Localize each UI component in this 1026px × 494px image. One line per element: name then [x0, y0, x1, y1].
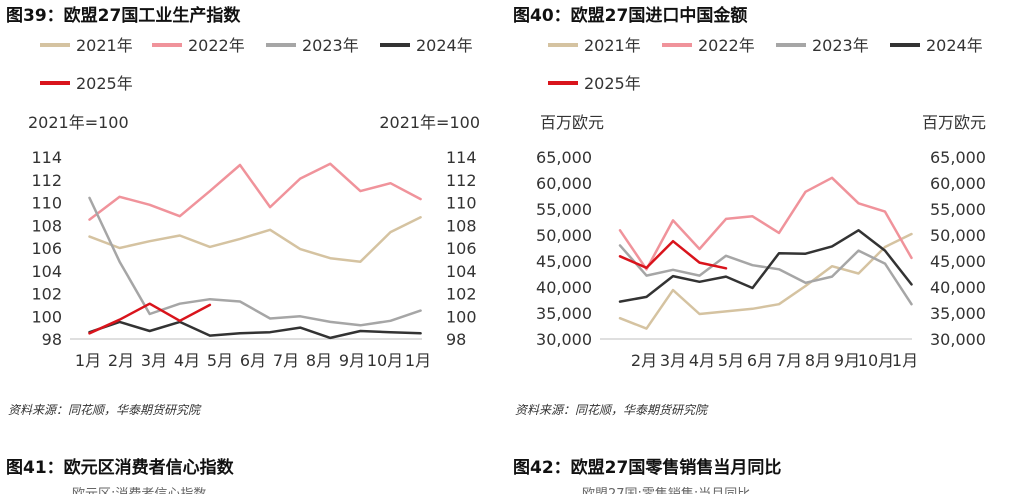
x-tick-label: 1月: [75, 351, 101, 370]
y-tick-left: 106: [31, 239, 62, 258]
chart-3-cut-label: 欧元区:消费者信心指数: [72, 487, 206, 494]
x-tick-label: 3月: [141, 351, 167, 370]
y-tick-right: 114: [446, 148, 477, 167]
x-tick-label: 1月: [405, 351, 431, 370]
y-tick-left: 108: [31, 216, 62, 235]
y-tick-left: 65,000: [536, 148, 592, 167]
y-tick-left: 100: [31, 307, 62, 326]
legend-label-2022年: 2022年: [188, 36, 245, 55]
series-line-2025年: [618, 239, 728, 270]
legend-label-2023年: 2023年: [302, 36, 359, 55]
y-tick-left: 40,000: [536, 278, 592, 297]
y-tick-right: 55,000: [930, 200, 986, 219]
series-line-2025年: [88, 302, 212, 335]
series-line-2023年: [618, 244, 913, 306]
x-tick-label: 9月: [834, 351, 860, 370]
y-tick-left: 55,000: [536, 200, 592, 219]
x-tick-label: 2月: [108, 351, 134, 370]
y-tick-left: 112: [31, 171, 62, 190]
y-tick-left: 102: [31, 285, 62, 304]
x-tick-label: 10月: [858, 351, 894, 370]
x-tick-label: 6月: [747, 351, 773, 370]
x-tick-label: 4月: [174, 351, 200, 370]
x-tick-label: 4月: [689, 351, 715, 370]
y-tick-right: 110: [446, 194, 477, 213]
y-tick-right: 40,000: [930, 278, 986, 297]
y-tick-right: 45,000: [930, 252, 986, 271]
y-tick-right: 65,000: [930, 148, 986, 167]
y-tick-right: 98: [446, 330, 466, 349]
series-line-2024年: [618, 229, 913, 303]
chart-1-source: 资料来源：同花顺，华泰期货研究院: [8, 403, 201, 417]
y-tick-left: 110: [31, 194, 62, 213]
legend-label-2021年: 2021年: [584, 36, 641, 55]
y-axis-right-unit: 百万欧元: [922, 113, 986, 132]
series-line-2024年: [88, 320, 422, 340]
y-tick-left: 60,000: [536, 174, 592, 193]
y-tick-left: 35,000: [536, 304, 592, 323]
x-tick-label: 2月: [631, 351, 657, 370]
y-tick-right: 108: [446, 216, 477, 235]
x-tick-label: 7月: [273, 351, 299, 370]
chart-1-industrial-production: 2021年 2022年 2023年 2024年 2025年 2021年=100 2021年=…: [28, 36, 480, 370]
chart-3-title: 图41：欧元区消费者信心指数: [6, 458, 234, 478]
x-tick-label: 7月: [776, 351, 802, 370]
chart-2-source: 资料来源：同花顺，华泰期货研究院: [515, 403, 708, 417]
y-tick-right: 60,000: [930, 174, 986, 193]
y-tick-right: 30,000: [930, 330, 986, 349]
y-tick-right: 100: [446, 307, 477, 326]
legend-label-2024年: 2024年: [416, 36, 473, 55]
y-tick-right: 106: [446, 239, 477, 258]
x-tick-label: 10月: [367, 351, 403, 370]
legend-label-2025年: 2025年: [584, 74, 641, 93]
y-tick-left: 30,000: [536, 330, 592, 349]
y-tick-right: 50,000: [930, 226, 986, 245]
series-line-2023年: [88, 196, 422, 327]
legend-label-2025年: 2025年: [76, 74, 133, 93]
x-tick-label: 8月: [306, 351, 332, 370]
legend-label-2021年: 2021年: [76, 36, 133, 55]
chart-2-title: 图40：欧盟27国进口中国金额: [513, 6, 748, 26]
chart-4-title: 图42：欧盟27国零售销售当月同比: [513, 458, 782, 478]
y-tick-right: 35,000: [930, 304, 986, 323]
x-tick-label: 1月: [892, 351, 918, 370]
y-tick-left: 45,000: [536, 252, 592, 271]
y-axis-left-unit: 2021年=100: [28, 113, 129, 132]
x-tick-label: 8月: [805, 351, 831, 370]
y-tick-left: 114: [31, 148, 62, 167]
x-tick-label: 5月: [207, 351, 233, 370]
y-axis-left-unit: 百万欧元: [540, 113, 604, 132]
chart-4-cut-label: 欧盟27国:零售销售:当月同比: [582, 487, 750, 494]
x-tick-label: 6月: [240, 351, 266, 370]
legend-label-2022年: 2022年: [698, 36, 755, 55]
y-tick-right: 102: [446, 285, 477, 304]
legend-label-2024年: 2024年: [926, 36, 983, 55]
x-tick-label: 3月: [660, 351, 686, 370]
series-line-2021年: [88, 216, 422, 263]
x-tick-label: 5月: [718, 351, 744, 370]
y-tick-right: 112: [446, 171, 477, 190]
chart-1-title: 图39：欧盟27国工业生产指数: [6, 6, 241, 26]
y-tick-left: 50,000: [536, 226, 592, 245]
y-tick-left: 104: [31, 262, 62, 281]
series-line-2022年: [618, 176, 913, 271]
y-tick-right: 104: [446, 262, 477, 281]
y-axis-right-unit: 2021年=100: [379, 113, 480, 132]
legend-label-2023年: 2023年: [812, 36, 869, 55]
x-tick-label: 9月: [339, 351, 365, 370]
y-tick-left: 98: [42, 330, 62, 349]
series-line-2021年: [618, 232, 913, 330]
series-line-2022年: [88, 162, 422, 221]
